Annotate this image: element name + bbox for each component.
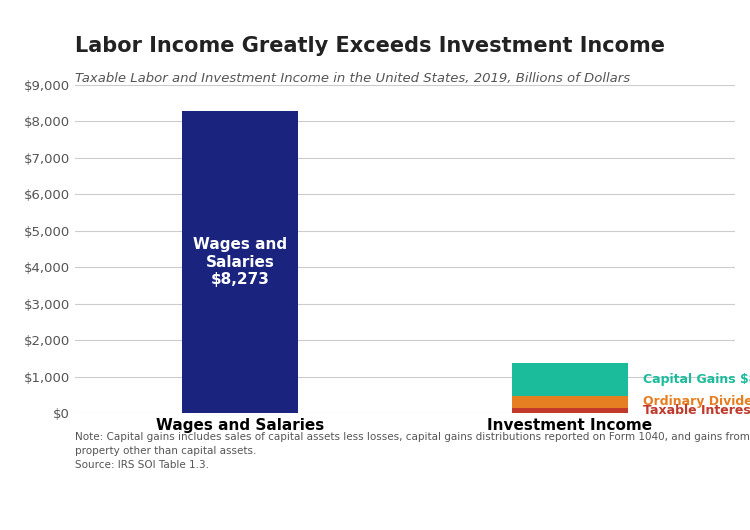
Text: Labor Income Greatly Exceeds Investment Income: Labor Income Greatly Exceeds Investment …: [75, 36, 665, 56]
Text: Note: Capital gains includes sales of capital assets less losses, capital gains : Note: Capital gains includes sales of ca…: [75, 432, 750, 470]
Bar: [512, 396, 628, 408]
Text: Wages and
Salaries
$8,273: Wages and Salaries $8,273: [193, 237, 287, 287]
Text: @TaxFoundation: @TaxFoundation: [620, 505, 735, 518]
Bar: [182, 111, 298, 413]
Text: Taxable Labor and Investment Income in the United States, 2019, Billions of Doll: Taxable Labor and Investment Income in t…: [75, 72, 630, 85]
Bar: [512, 364, 628, 396]
Text: Ordinary Dividends $332: Ordinary Dividends $332: [643, 395, 750, 408]
Text: TAX FOUNDATION: TAX FOUNDATION: [15, 504, 166, 519]
Bar: [512, 408, 628, 413]
Text: Capital Gains $884: Capital Gains $884: [643, 373, 750, 386]
Text: Taxable Interest $153: Taxable Interest $153: [643, 404, 750, 417]
